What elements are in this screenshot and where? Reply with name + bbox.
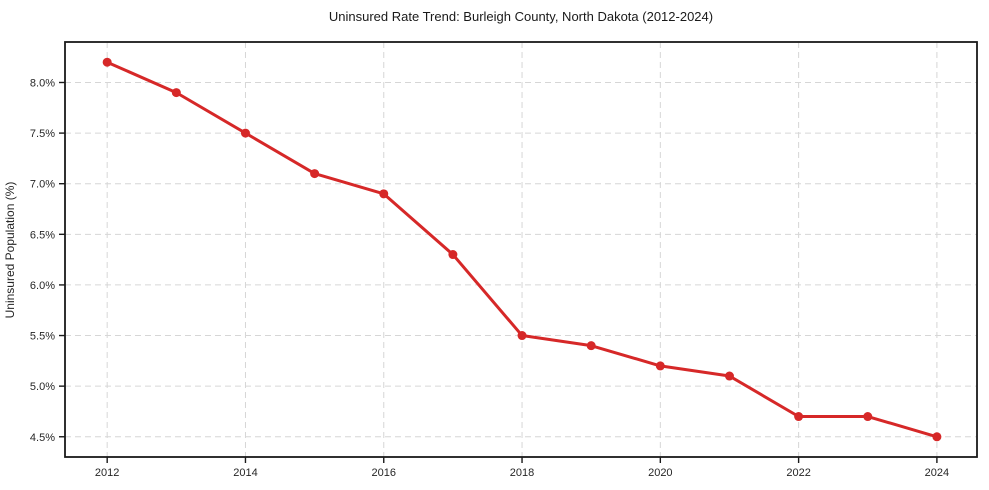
gridlines xyxy=(65,42,977,457)
x-tick-label: 2012 xyxy=(95,467,119,479)
y-tick-label: 5.5% xyxy=(30,331,55,343)
data-point xyxy=(171,88,181,98)
y-tick-label: 7.5% xyxy=(30,128,55,140)
x-tick-label: 2016 xyxy=(372,467,396,479)
plot-border xyxy=(64,41,978,458)
data-point xyxy=(863,412,873,422)
data-point xyxy=(724,371,734,381)
x-tick-label: 2020 xyxy=(648,467,672,479)
data-point xyxy=(586,341,596,351)
x-tick-label: 2024 xyxy=(925,467,949,479)
data-point xyxy=(102,57,112,67)
y-tick-label: 4.5% xyxy=(30,432,55,444)
chart-title: Uninsured Rate Trend: Burleigh County, N… xyxy=(329,9,713,24)
x-tick-label: 2022 xyxy=(786,467,810,479)
y-tick-label: 6.0% xyxy=(30,280,55,292)
trend-line xyxy=(105,60,939,439)
data-point xyxy=(932,432,942,442)
data-series xyxy=(102,57,942,442)
data-point xyxy=(517,331,527,341)
data-point xyxy=(240,128,250,138)
x-tick-label: 2018 xyxy=(510,467,534,479)
data-point xyxy=(655,361,665,371)
y-tick-label: 6.5% xyxy=(30,229,55,241)
axes: 4.5% 5.0% 5.5% 6.0% 6.5% 7.0% 7.5% 8.0% 2012 2014… xyxy=(30,41,978,479)
data-point xyxy=(379,189,389,199)
x-tick-label: 2014 xyxy=(233,467,257,479)
y-tick-label: 8.0% xyxy=(30,77,55,89)
data-point xyxy=(310,169,320,179)
y-axis-title: Uninsured Population (%) xyxy=(3,182,17,319)
y-tick-label: 5.0% xyxy=(30,381,55,393)
y-tick-label: 7.0% xyxy=(30,179,55,191)
data-point xyxy=(794,412,804,422)
data-point xyxy=(448,250,458,260)
